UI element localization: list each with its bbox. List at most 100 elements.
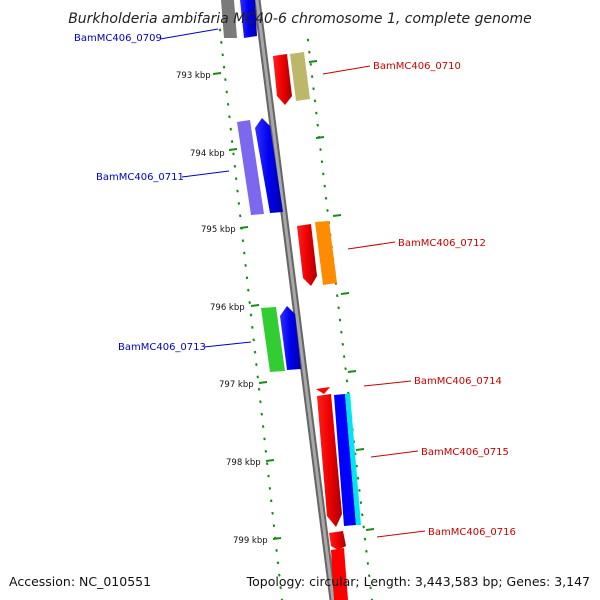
- gene-arrow-BamMC406_0716-lower[interactable]: [331, 548, 348, 600]
- scale-dot-outer: [323, 184, 326, 188]
- scale-dot-inner: [253, 350, 257, 354]
- scale-dot-outer: [326, 208, 329, 212]
- scale-dot-inner: [244, 263, 247, 267]
- scale-dot-inner: [272, 524, 276, 528]
- scale-dot-inner: [224, 78, 227, 82]
- scale-dot-inner: [225, 90, 229, 94]
- scale-dot-inner: [252, 338, 255, 342]
- scale-label-795: 795 kbp: [201, 225, 236, 235]
- gene-arrow-BamMC406_0712[interactable]: [297, 224, 317, 286]
- scale-dot-inner: [278, 573, 281, 577]
- gene-arrow-BamMC406_0710-companion[interactable]: [290, 52, 310, 101]
- scale-dot-inner: [255, 363, 258, 367]
- gene-arrow-BamMC406_0715[interactable]: [317, 394, 342, 527]
- scale-dot-inner: [241, 239, 245, 243]
- scale-dot-inner: [221, 53, 224, 57]
- gene-label-BamMC406_0712[interactable]: BamMC406_0712: [398, 238, 486, 249]
- scale-dot-inner: [275, 548, 278, 552]
- gene-arrow-BamMC406_0711[interactable]: [255, 118, 283, 213]
- scale-label-797: 797 kbp: [219, 380, 254, 390]
- gene-arrow-BamMC406_0710[interactable]: [273, 54, 292, 105]
- scale-label-799: 799 kbp: [233, 536, 268, 546]
- gene-arrow-BamMC406_0713[interactable]: [280, 306, 301, 370]
- scale-dot-inner: [220, 40, 223, 44]
- gene-label-BamMC406_0709[interactable]: BamMC406_0709: [74, 33, 162, 44]
- gene-arrow-BamMC406_0712-companion[interactable]: [315, 221, 337, 285]
- scale-tick-796: [250, 304, 260, 307]
- scale-dot-inner: [218, 28, 222, 32]
- scale-dot-inner: [260, 412, 264, 416]
- scale-dot-inner: [251, 325, 254, 329]
- scale-dot-outer: [359, 501, 363, 505]
- gene-label-BamMC406_0716[interactable]: BamMC406_0716: [428, 527, 516, 538]
- scale-tick-794: [228, 148, 238, 151]
- scale-dot-outer: [363, 537, 367, 541]
- scale-dot-outer: [313, 99, 317, 103]
- scale-labels: 793 kbp 794 kbp 795 kbp 796 kbp 797 kbp …: [176, 71, 268, 546]
- scale-dot-outer: [319, 148, 322, 152]
- scale-dot-inner: [245, 276, 249, 280]
- scale-dot-outer: [365, 549, 368, 553]
- scale-dot-outer: [320, 160, 324, 164]
- scale-label-796: 796 kbp: [210, 303, 245, 313]
- scale-dot-outer: [335, 294, 339, 298]
- scale-dot-outer: [370, 598, 374, 600]
- scale-dot-outer: [337, 306, 340, 310]
- gene-arrow-BamMC406_0713-companion[interactable]: [261, 307, 285, 372]
- scale-tick-outer-6: [365, 528, 375, 531]
- scale-tick-799: [272, 537, 282, 540]
- scale-dot-outer: [360, 513, 364, 517]
- scale-tick-outer-5: [355, 448, 365, 451]
- footer: Accession: NC_010551 Topology: circular;…: [9, 574, 590, 589]
- gene-features: [221, 0, 361, 600]
- scale-dot-outer: [366, 562, 370, 565]
- gene-arrow-BamMC406_0715-companion[interactable]: [334, 394, 356, 526]
- scale-tick-outer-3: [340, 292, 350, 295]
- scale-dot-outer: [341, 342, 345, 346]
- scale-dot-outer: [338, 318, 342, 322]
- gene-arrow-BamMC406_0714[interactable]: [316, 387, 330, 394]
- scale-dot-inner: [276, 561, 280, 565]
- scale-dot-outer: [342, 355, 346, 358]
- scale-dot-outer: [308, 50, 311, 54]
- scale-tick-outer-2: [332, 214, 342, 217]
- scale-dot-inner: [229, 127, 233, 131]
- gene-label-BamMC406_0711[interactable]: BamMC406_0711: [96, 172, 184, 183]
- gene-label-BamMC406_0715[interactable]: BamMC406_0715: [421, 447, 509, 458]
- gene-arrow-BamMC406_0709[interactable]: [240, 0, 257, 38]
- scale-dot-inner: [242, 251, 246, 255]
- scale-dot-inner: [230, 140, 234, 143]
- scale-dot-inner: [269, 499, 273, 503]
- gene-label-BamMC406_0714[interactable]: BamMC406_0714: [414, 376, 502, 387]
- scale-dot-outer: [309, 62, 313, 66]
- scale-dot-inner: [248, 301, 251, 305]
- scale-tick-outer-1: [315, 136, 325, 139]
- scale-dot-outer: [345, 379, 349, 383]
- genome-summary-text: Topology: circular; Length: 3,443,583 bp…: [246, 574, 590, 589]
- scale-dot-outer: [369, 586, 372, 590]
- scale-dot-inner: [233, 164, 237, 168]
- scale-dot-inner: [226, 102, 230, 106]
- scale-tick-marks: [212, 60, 375, 540]
- scale-dot-inner: [261, 425, 265, 428]
- scale-dot-outer: [310, 75, 314, 78]
- scale-tick-outer-0: [308, 60, 318, 63]
- gene-label-BamMC406_0713[interactable]: BamMC406_0713: [118, 342, 206, 353]
- scale-dot-inner: [247, 288, 250, 292]
- gene-arrow-BamMC406_0709-companion[interactable]: [221, 0, 237, 38]
- scale-tick-793: [212, 72, 222, 75]
- gene-arrow-BamMC406_0715-companion-cyan[interactable]: [345, 393, 361, 525]
- gene-label-BamMC406_0710[interactable]: BamMC406_0710: [373, 61, 461, 72]
- title-block: Burkholderia ambifaria MC40-6 chromosome…: [68, 11, 532, 27]
- scale-dot-inner: [280, 598, 284, 600]
- scale-dot-outer: [312, 87, 315, 91]
- scale-dot-outer: [324, 196, 328, 200]
- scale-tick-798: [265, 459, 275, 462]
- gene-arrow-BamMC406_0711-companion[interactable]: [237, 120, 264, 215]
- scale-dot-inner: [256, 375, 260, 379]
- gene-arrow-BamMC406_0716[interactable]: [329, 531, 346, 550]
- scale-dot-outer: [340, 330, 343, 334]
- scale-dot-outer: [344, 367, 347, 371]
- scale-dot-inner: [238, 214, 242, 218]
